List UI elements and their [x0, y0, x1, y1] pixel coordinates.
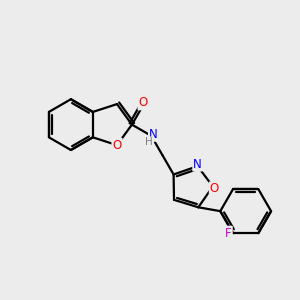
Text: O: O [210, 182, 219, 195]
Text: F: F [225, 226, 232, 240]
Text: O: O [112, 139, 122, 152]
Text: O: O [139, 96, 148, 110]
Text: H: H [145, 137, 153, 147]
Text: N: N [193, 158, 202, 171]
Text: N: N [149, 128, 158, 141]
